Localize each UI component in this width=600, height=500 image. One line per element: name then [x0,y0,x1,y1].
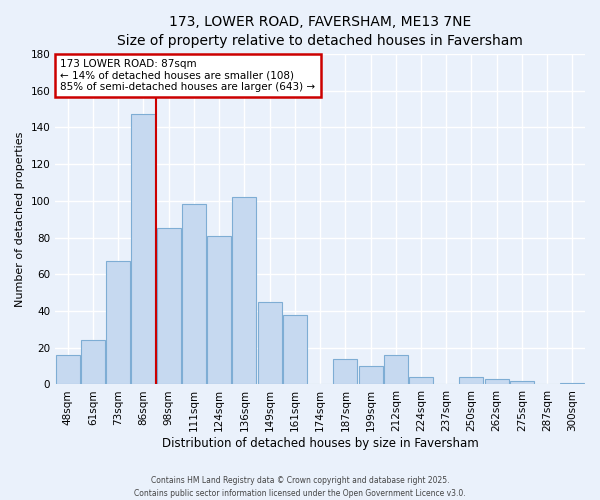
Bar [359,366,383,384]
Bar [283,314,307,384]
Bar [384,355,408,384]
X-axis label: Distribution of detached houses by size in Faversham: Distribution of detached houses by size … [162,437,478,450]
Text: Contains HM Land Registry data © Crown copyright and database right 2025.
Contai: Contains HM Land Registry data © Crown c… [134,476,466,498]
Bar [560,382,584,384]
Bar [409,377,433,384]
Bar [485,379,509,384]
Y-axis label: Number of detached properties: Number of detached properties [15,132,25,307]
Bar [81,340,105,384]
Bar [232,197,256,384]
Title: 173, LOWER ROAD, FAVERSHAM, ME13 7NE
Size of property relative to detached house: 173, LOWER ROAD, FAVERSHAM, ME13 7NE Siz… [117,15,523,48]
Bar [207,236,231,384]
Bar [157,228,181,384]
Bar [106,262,130,384]
Text: 173 LOWER ROAD: 87sqm
← 14% of detached houses are smaller (108)
85% of semi-det: 173 LOWER ROAD: 87sqm ← 14% of detached … [61,59,316,92]
Bar [56,355,80,384]
Bar [257,302,281,384]
Bar [131,114,155,384]
Bar [334,358,357,384]
Bar [510,381,534,384]
Bar [182,204,206,384]
Bar [460,377,484,384]
